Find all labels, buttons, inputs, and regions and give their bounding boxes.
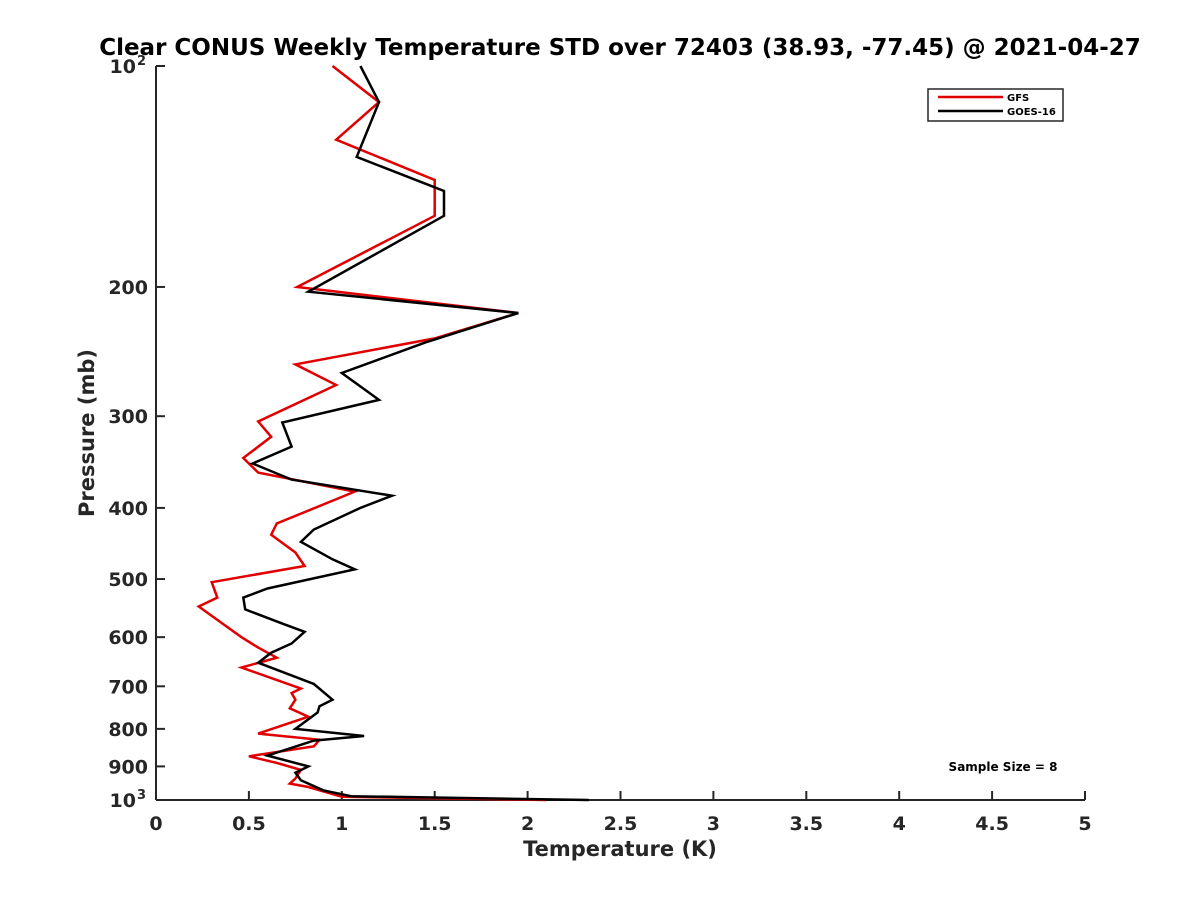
chart-title: Clear CONUS Weekly Temperature STD over …	[99, 35, 1141, 61]
sample-size-annotation: Sample Size = 8	[949, 760, 1058, 774]
y-tick-label: 900	[108, 756, 148, 778]
y-tick-label: 400	[108, 498, 148, 520]
y-tick-label: 800	[108, 719, 148, 741]
series-line-goes-16	[241, 65, 589, 802]
y-tick-exponent: 2	[137, 54, 146, 69]
legend: GFS GOES-16	[927, 88, 1064, 122]
x-tick-label: 1	[335, 813, 348, 835]
y-tick-label: 10	[110, 56, 136, 78]
y-tick-label: 300	[108, 406, 148, 428]
x-tick-label: 4.5	[975, 813, 1009, 835]
x-axis-ticks: 0 0.5 1 1.5 2 2.5 3 3.5 4 4.5 5	[149, 791, 1092, 835]
x-tick-label: 0.5	[232, 813, 266, 835]
x-tick-label: 0	[149, 813, 162, 835]
y-tick-label: 200	[108, 277, 148, 299]
x-tick-label: 3.5	[789, 813, 823, 835]
y-tick-label: 700	[108, 676, 148, 698]
y-tick-exponent: 3	[137, 788, 146, 803]
x-tick-label: 1.5	[418, 813, 452, 835]
x-tick-label: 3	[707, 813, 720, 835]
y-tick-label: 600	[108, 627, 148, 649]
series-layer	[196, 65, 589, 802]
x-tick-label: 2	[521, 813, 534, 835]
x-tick-label: 2.5	[604, 813, 638, 835]
y-tick-label: 500	[108, 569, 148, 591]
x-tick-label: 4	[893, 813, 906, 835]
series-line-gfs	[196, 65, 547, 802]
legend-box	[927, 88, 1064, 122]
legend-label: GFS	[1007, 93, 1029, 104]
legend-label: GOES-16	[1007, 107, 1056, 118]
x-axis-label: Temperature (K)	[523, 837, 717, 861]
x-tick-label: 5	[1078, 813, 1091, 835]
y-axis-label: Pressure (mb)	[75, 349, 99, 517]
y-tick-label: 10	[110, 790, 136, 812]
